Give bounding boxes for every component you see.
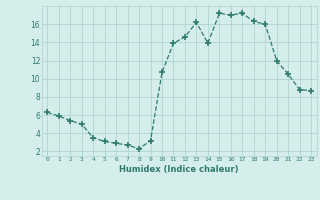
X-axis label: Humidex (Indice chaleur): Humidex (Indice chaleur) (119, 165, 239, 174)
